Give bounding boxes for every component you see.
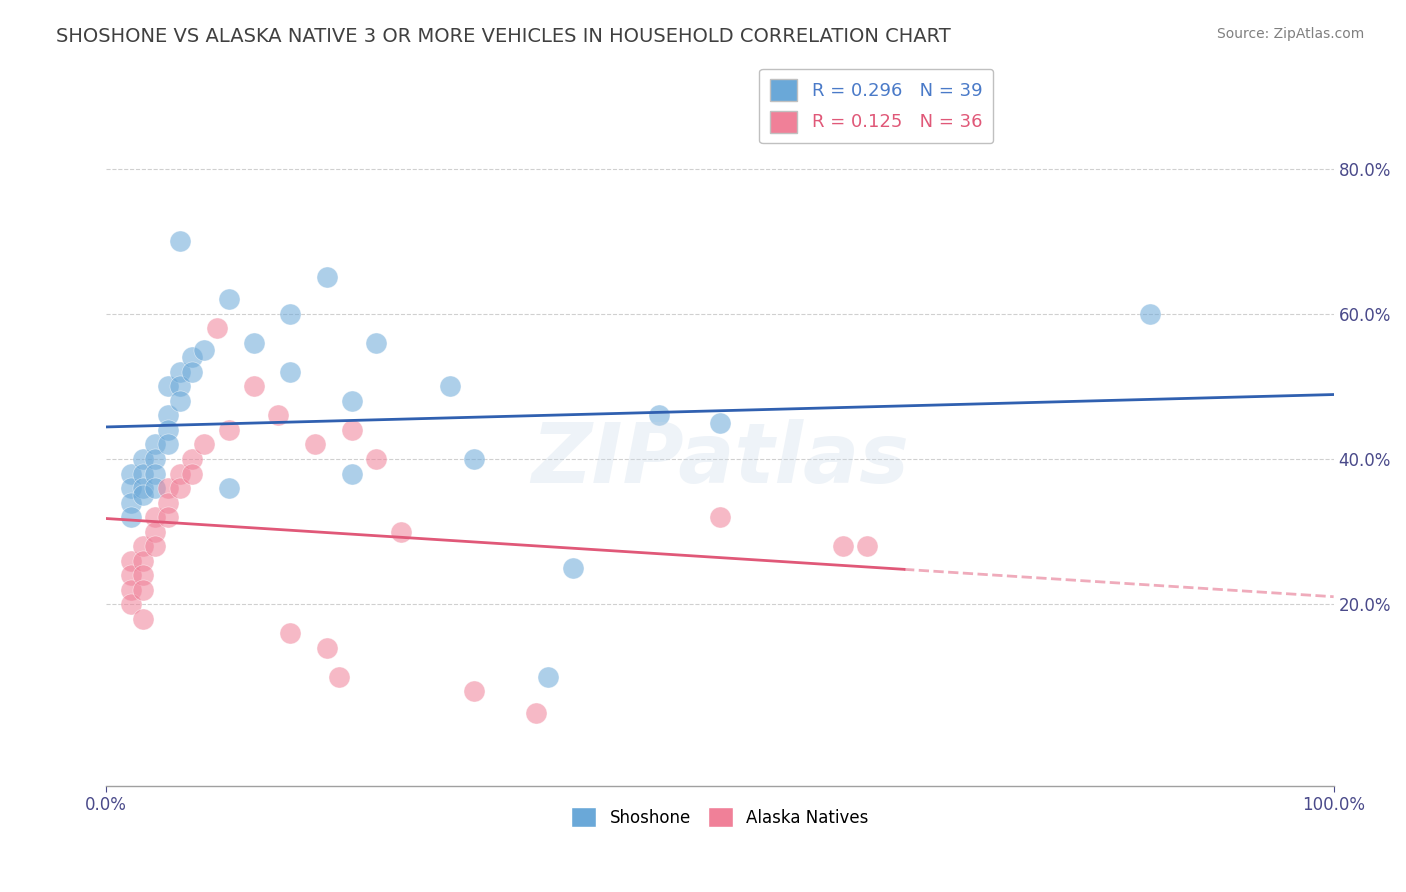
Point: [205, 321, 228, 335]
Point: [143, 452, 166, 467]
Text: SHOSHONE VS ALASKA NATIVE 3 OR MORE VEHICLES IN HOUSEHOLD CORRELATION CHART: SHOSHONE VS ALASKA NATIVE 3 OR MORE VEHI…: [56, 27, 950, 45]
Point: [218, 423, 240, 437]
Point: [156, 510, 179, 524]
Point: [181, 351, 204, 365]
Point: [156, 481, 179, 495]
Point: [709, 416, 731, 430]
Point: [267, 409, 290, 423]
Point: [132, 488, 155, 502]
Point: [169, 393, 191, 408]
Point: [132, 582, 155, 597]
Point: [561, 561, 583, 575]
Point: [120, 510, 142, 524]
Point: [218, 292, 240, 306]
Point: [132, 568, 155, 582]
Point: [328, 670, 350, 684]
Point: [120, 481, 142, 495]
Point: [181, 365, 204, 379]
Point: [132, 481, 155, 495]
Point: [709, 510, 731, 524]
Point: [524, 706, 547, 721]
Point: [340, 467, 363, 481]
Point: [280, 307, 302, 321]
Point: [143, 437, 166, 451]
Point: [193, 437, 215, 451]
Text: ZIPatlas: ZIPatlas: [531, 418, 908, 500]
Point: [156, 495, 179, 509]
Point: [120, 597, 142, 611]
Point: [120, 568, 142, 582]
Point: [389, 524, 412, 539]
Point: [439, 379, 461, 393]
Point: [1139, 307, 1161, 321]
Point: [132, 612, 155, 626]
Point: [120, 582, 142, 597]
Point: [340, 393, 363, 408]
Point: [366, 452, 388, 467]
Point: [304, 437, 326, 451]
Point: [316, 270, 339, 285]
Point: [340, 423, 363, 437]
Point: [218, 481, 240, 495]
Point: [156, 423, 179, 437]
Point: [143, 524, 166, 539]
Point: [169, 379, 191, 393]
Point: [169, 234, 191, 248]
Point: [280, 365, 302, 379]
Point: [156, 379, 179, 393]
Point: [181, 467, 204, 481]
Point: [120, 554, 142, 568]
Point: [156, 437, 179, 451]
Point: [132, 554, 155, 568]
Point: [132, 452, 155, 467]
Point: [366, 335, 388, 350]
Point: [647, 409, 669, 423]
Point: [242, 335, 264, 350]
Point: [169, 365, 191, 379]
Point: [156, 409, 179, 423]
Point: [242, 379, 264, 393]
Point: [181, 452, 204, 467]
Point: [120, 495, 142, 509]
Text: Source: ZipAtlas.com: Source: ZipAtlas.com: [1216, 27, 1364, 41]
Point: [463, 452, 485, 467]
Point: [537, 670, 560, 684]
Point: [463, 684, 485, 698]
Point: [280, 626, 302, 640]
Legend: Shoshone, Alaska Natives: Shoshone, Alaska Natives: [564, 798, 877, 836]
Point: [120, 467, 142, 481]
Point: [132, 467, 155, 481]
Point: [143, 481, 166, 495]
Point: [316, 640, 339, 655]
Point: [856, 539, 879, 553]
Point: [143, 510, 166, 524]
Point: [831, 539, 853, 553]
Point: [193, 343, 215, 357]
Point: [143, 467, 166, 481]
Point: [143, 539, 166, 553]
Point: [169, 467, 191, 481]
Point: [132, 539, 155, 553]
Point: [169, 481, 191, 495]
